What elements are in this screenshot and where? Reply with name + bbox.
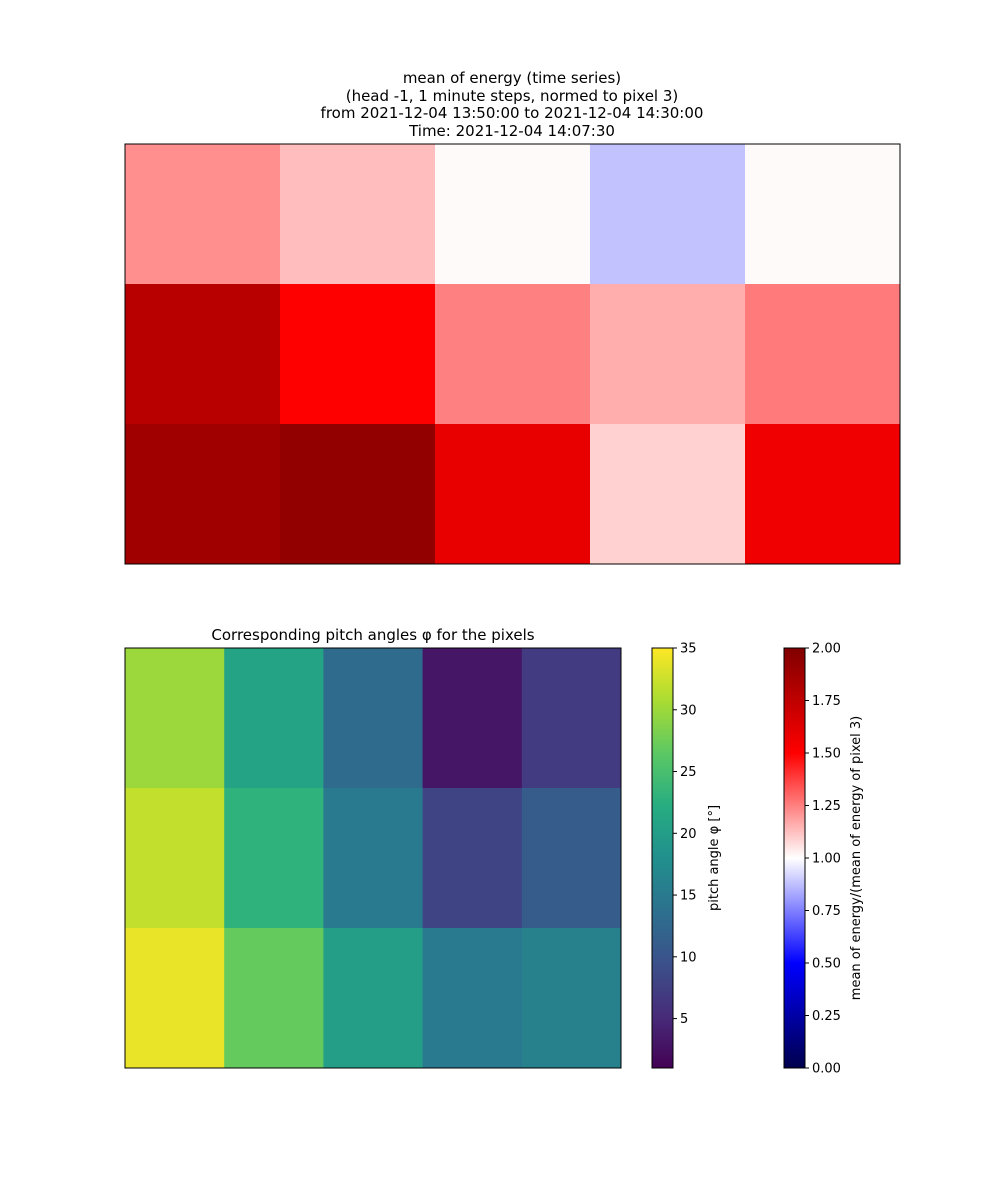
energy-title-line-3: from 2021-12-04 13:50:00 to 2021-12-04 1… [321,104,704,122]
pitch-cell-r1-c5 [521,648,622,789]
pitch-cell-r2-c1 [125,788,225,929]
energy-cell-r3-c4 [590,424,746,565]
energy-cell-r2-c2 [280,284,436,425]
pitch-cell-r2-c2 [224,788,324,929]
pitch-cell-r2-c4 [422,788,523,929]
energy-heatmap: mean of energy (time series) (head -1, 1… [124,69,901,565]
pitch-cell-r1-c3 [323,648,424,789]
pitch-cell-r3-c4 [422,928,523,1069]
pitch-tick-label-4: 25 [680,765,697,780]
energy-title-line-4: Time: 2021-12-04 14:07:30 [408,122,615,140]
energy-title-line-2: (head -1, 1 minute steps, normed to pixe… [346,87,679,105]
energy-colorbar: 0.00 0.25 0.50 0.75 1.00 1.25 1.50 1.75 2.00 mea… [783,642,864,1077]
pitch-tick-label-1: 10 [680,950,697,965]
energy-cell-r3-c3 [435,424,591,565]
energy-tick-label-0: 0.00 [812,1062,841,1077]
pitch-cell-r3-c2 [224,928,324,1069]
energy-cell-r1-c4 [590,144,746,285]
pitch-colorbar-ticks: 5 10 15 20 25 30 35 [673,642,697,1027]
pitch-tick-label-0: 5 [680,1012,688,1027]
pitch-cell-r2-c3 [323,788,424,929]
energy-tick-label-8: 2.00 [812,642,841,657]
pitch-title: Corresponding pitch angles φ for the pix… [211,626,534,644]
pitch-colorbar: 5 10 15 20 25 30 35 pitch angle φ [°] [651,642,722,1069]
energy-cell-r1-c5 [745,144,901,285]
pitch-tick-label-3: 20 [680,827,697,842]
pitch-cells [125,648,622,1069]
pitch-colorbar-frame [651,647,674,1069]
pitch-cell-r3-c3 [323,928,424,1069]
energy-cell-r3-c5 [745,424,901,565]
pitch-colorbar-gradient [652,648,673,1068]
pitch-cell-r3-c5 [521,928,622,1069]
pitch-tick-label-5: 30 [680,703,697,718]
energy-tick-label-6: 1.50 [812,747,841,762]
energy-tick-label-4: 1.00 [812,852,841,867]
energy-colorbar-ticks: 0.00 0.25 0.50 0.75 1.00 1.25 1.50 1.75 2.00 [805,642,841,1077]
pitch-cell-r1-c1 [125,648,225,789]
pitch-heatmap: Corresponding pitch angles φ for the pix… [124,626,622,1069]
pitch-colorbar-label: pitch angle φ [°] [707,805,722,911]
energy-tick-label-5: 1.25 [812,799,841,814]
energy-cell-r2-c5 [745,284,901,425]
pitch-cell-r1-c2 [224,648,324,789]
energy-cell-r1-c1 [125,144,281,285]
pitch-cell-r2-c5 [521,788,622,929]
energy-cell-r2-c4 [590,284,746,425]
energy-tick-label-1: 0.25 [812,1009,841,1024]
energy-colorbar-gradient [784,648,805,1068]
energy-cell-r1-c2 [280,144,436,285]
energy-heatmap-frame [124,143,901,565]
pitch-tick-label-2: 15 [680,889,697,904]
pitch-cell-r1-c4 [422,648,523,789]
pitch-heatmap-frame [124,647,622,1069]
energy-cell-r1-c3 [435,144,591,285]
energy-tick-label-2: 0.50 [812,957,841,972]
energy-cell-r3-c1 [125,424,281,565]
energy-cells [125,144,901,565]
energy-title-line-1: mean of energy (time series) [403,69,621,87]
pitch-tick-label-6: 35 [680,642,697,657]
energy-cell-r2-c3 [435,284,591,425]
energy-tick-label-7: 1.75 [812,694,841,709]
pitch-cell-r3-c1 [125,928,225,1069]
energy-colorbar-label: mean of energy/(mean of energy of pixel … [849,716,864,1000]
energy-cell-r3-c2 [280,424,436,565]
energy-cell-r2-c1 [125,284,281,425]
energy-tick-label-3: 0.75 [812,904,841,919]
